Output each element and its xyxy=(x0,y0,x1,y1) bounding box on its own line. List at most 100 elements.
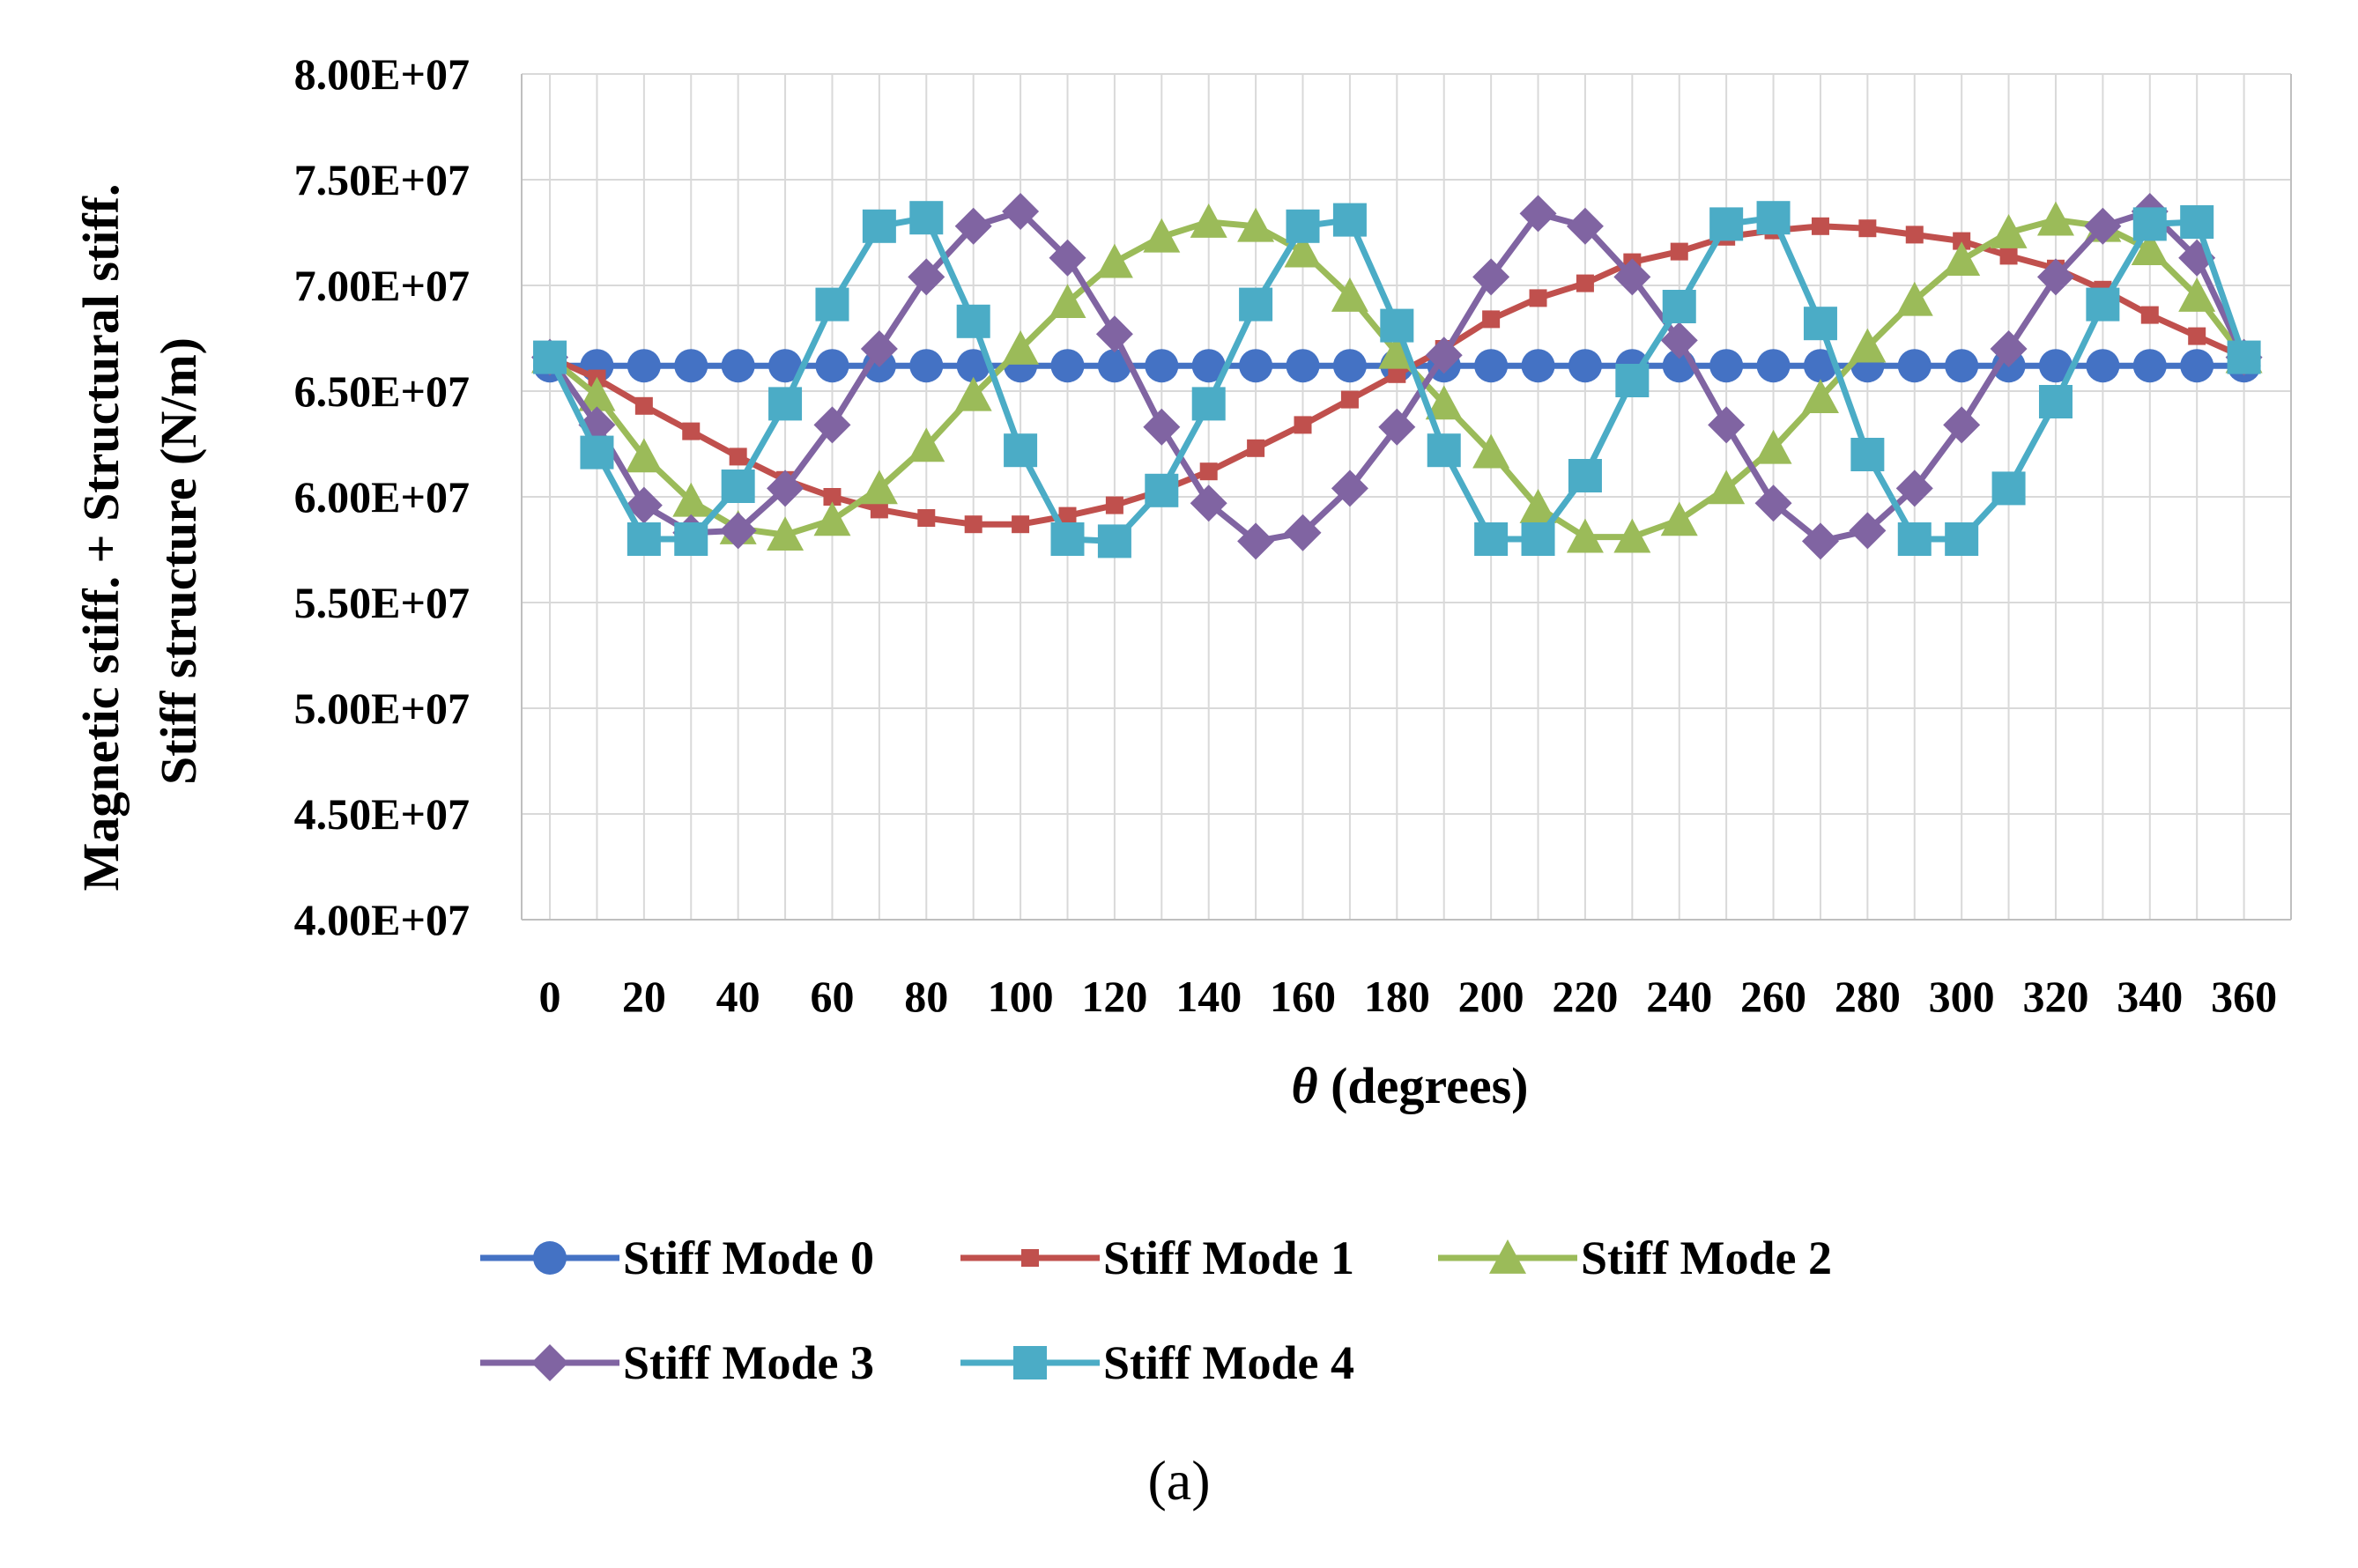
data-point xyxy=(860,330,898,367)
data-point xyxy=(729,447,747,466)
data-point xyxy=(1191,387,1226,421)
data-point xyxy=(2131,231,2169,266)
data-point xyxy=(1811,217,1829,235)
data-point xyxy=(862,209,896,243)
legend: Stiff Mode 0 Stiff Mode 1 Stiff Mode 2 Stif… xyxy=(480,1231,1832,1389)
data-point xyxy=(1754,429,1792,464)
x-tick-labels: 0 20 40 60 80 100 120 140 160 180 200 220 240 260 280 3… xyxy=(539,972,2278,1021)
data-point xyxy=(2180,349,2214,383)
x-axis-symbol: θ xyxy=(1292,1057,1318,1114)
data-point xyxy=(1529,289,1547,307)
data-point xyxy=(1943,241,1981,277)
data-point xyxy=(1332,203,1367,237)
data-point xyxy=(2180,205,2214,239)
data-point xyxy=(2084,207,2122,245)
data-point xyxy=(533,1241,567,1275)
data-point xyxy=(627,522,661,556)
data-point xyxy=(1660,322,1698,359)
data-point xyxy=(1239,349,1273,383)
y-axis-label-line-1: Magnetic stiff. + Structural stiff. xyxy=(72,184,130,891)
data-point xyxy=(1576,274,1594,292)
data-point xyxy=(1331,470,1368,507)
data-point xyxy=(1143,408,1181,446)
y-tick-labels: 4.00E+07 4.50E+07 5.00E+07 5.50E+07 6.00E+07… xyxy=(294,49,470,944)
data-point xyxy=(721,470,755,503)
legend-item: Stiff Mode 3 xyxy=(480,1336,874,1389)
y-tick-label: 6.00E+07 xyxy=(294,472,470,521)
data-point xyxy=(815,287,849,322)
data-point xyxy=(1991,471,2026,506)
x-tick-label: 40 xyxy=(716,972,760,1021)
x-tick-label: 240 xyxy=(1646,972,1712,1021)
data-point xyxy=(954,376,992,411)
data-point xyxy=(721,349,755,383)
data-point xyxy=(1615,364,1650,397)
y-tick-label: 5.50E+07 xyxy=(294,578,470,627)
x-axis-unit: (degrees) xyxy=(1318,1057,1529,1114)
data-point xyxy=(1378,408,1416,446)
data-point xyxy=(1566,518,1604,553)
data-point xyxy=(1990,214,2028,248)
data-point xyxy=(634,396,653,415)
data-point xyxy=(1754,484,1792,522)
data-point xyxy=(1199,462,1218,481)
data-point xyxy=(1566,207,1604,245)
data-point xyxy=(1097,524,1131,558)
data-point xyxy=(1482,310,1501,329)
legend-item: Stiff Mode 2 xyxy=(1438,1231,1832,1284)
data-point xyxy=(768,387,803,421)
data-point xyxy=(2086,349,2120,383)
data-point xyxy=(1237,207,1275,242)
data-point xyxy=(1474,522,1509,556)
data-point xyxy=(1190,203,1227,238)
x-tick-label: 340 xyxy=(2117,972,2183,1021)
x-tick-label: 60 xyxy=(810,972,854,1021)
legend-item: Stiff Mode 4 xyxy=(960,1336,1354,1389)
y-tick-label: 8.00E+07 xyxy=(294,49,470,99)
x-axis-label: θ (degrees) xyxy=(1292,1057,1529,1114)
data-point xyxy=(1521,349,1555,383)
data-point xyxy=(815,349,849,383)
data-point xyxy=(1613,258,1651,296)
legend-item: Stiff Mode 0 xyxy=(480,1231,874,1284)
legend-label: Stiff Mode 3 xyxy=(623,1336,874,1389)
data-point xyxy=(1378,334,1416,369)
data-point xyxy=(1660,501,1698,536)
data-point xyxy=(1999,247,2018,265)
data-point xyxy=(1709,207,1744,241)
data-point xyxy=(1247,439,1265,457)
data-point xyxy=(1709,349,1744,383)
legend-label: Stiff Mode 4 xyxy=(1103,1336,1354,1389)
data-point xyxy=(627,349,661,383)
data-point xyxy=(1472,258,1510,296)
data-point xyxy=(1049,239,1086,277)
x-tick-label: 20 xyxy=(622,972,666,1021)
data-point xyxy=(1013,1346,1047,1379)
data-point xyxy=(1340,390,1359,409)
data-point xyxy=(1897,522,1932,556)
data-point xyxy=(1021,1249,1039,1267)
data-point xyxy=(1239,287,1273,322)
data-point xyxy=(2140,306,2159,324)
data-point xyxy=(1380,308,1414,343)
data-point xyxy=(1708,406,1746,444)
data-point xyxy=(1331,277,1368,312)
data-point xyxy=(580,435,614,470)
data-point xyxy=(1049,284,1086,319)
data-point xyxy=(719,512,757,550)
data-point xyxy=(1002,193,1040,230)
data-point xyxy=(1284,233,1322,268)
data-point xyxy=(1568,349,1602,383)
data-point xyxy=(682,422,701,440)
y-tick-label: 4.00E+07 xyxy=(294,895,470,944)
data-point xyxy=(1294,416,1312,434)
x-tick-label: 80 xyxy=(904,972,948,1021)
x-tick-label: 180 xyxy=(1364,972,1430,1021)
data-point xyxy=(1990,330,2028,367)
data-point xyxy=(1895,281,1933,316)
data-point xyxy=(1801,379,1839,414)
y-axis-label-line-2: Stiff structure (N/m) xyxy=(150,337,207,785)
data-point xyxy=(1004,433,1038,468)
x-tick-label: 160 xyxy=(1270,972,1336,1021)
x-tick-label: 360 xyxy=(2211,972,2277,1021)
